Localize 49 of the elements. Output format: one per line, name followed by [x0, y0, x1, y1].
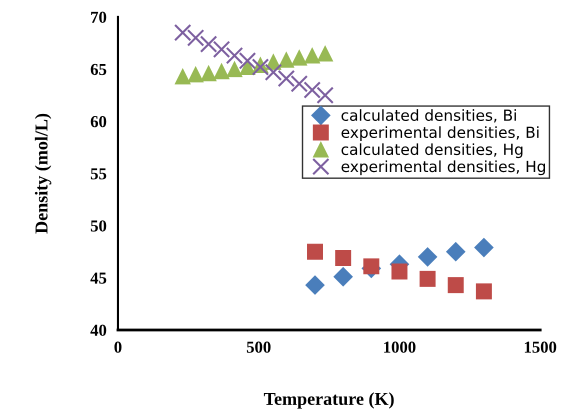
- y-tick-label: 45: [90, 272, 106, 284]
- y-axis-title: Density (mol/L): [34, 114, 52, 234]
- point: [420, 270, 436, 287]
- point: [448, 277, 464, 294]
- legend-label: experimental densities, Bi: [342, 126, 538, 142]
- point: [317, 46, 334, 62]
- point: [391, 264, 408, 280]
- x-tick-label: 1000: [384, 342, 416, 353]
- point: [476, 283, 492, 300]
- y-tick-label: 60: [90, 116, 106, 128]
- x-axis-title: Temperature (K): [264, 392, 394, 409]
- point: [418, 247, 438, 267]
- point: [174, 68, 191, 84]
- y-tick-label: 70: [91, 12, 106, 23]
- point: [252, 58, 270, 76]
- point: [335, 250, 352, 266]
- point: [186, 29, 204, 47]
- point: [226, 61, 242, 78]
- legend-label: calculated densities, Hg: [342, 143, 522, 158]
- x-tick-label: 1500: [524, 342, 556, 353]
- y-tick-label: 65: [90, 64, 106, 76]
- x-tick-label: 500: [246, 342, 271, 353]
- point: [264, 64, 282, 81]
- point: [291, 50, 308, 66]
- x-tick-label: 0: [114, 342, 122, 353]
- point: [188, 66, 204, 82]
- point: [363, 258, 380, 274]
- point: [474, 238, 494, 258]
- point: [238, 52, 256, 70]
- point: [200, 35, 218, 53]
- point: [278, 70, 295, 88]
- point: [305, 275, 325, 295]
- legend-label: calculated densities, Bi: [342, 109, 516, 123]
- legend-label: experimental densities, Hg: [342, 160, 546, 176]
- point: [226, 46, 244, 64]
- point: [304, 81, 321, 99]
- point: [212, 40, 230, 58]
- point: [304, 48, 320, 64]
- point: [316, 86, 334, 104]
- point: [446, 242, 466, 262]
- y-tick-label: 50: [90, 220, 106, 232]
- y-tick-label: 55: [90, 168, 106, 180]
- y-tick-label: 40: [90, 324, 106, 336]
- point: [333, 267, 353, 286]
- point: [214, 63, 230, 80]
- point: [290, 75, 308, 92]
- point: [200, 65, 217, 82]
- point: [174, 24, 192, 42]
- point: [307, 244, 323, 260]
